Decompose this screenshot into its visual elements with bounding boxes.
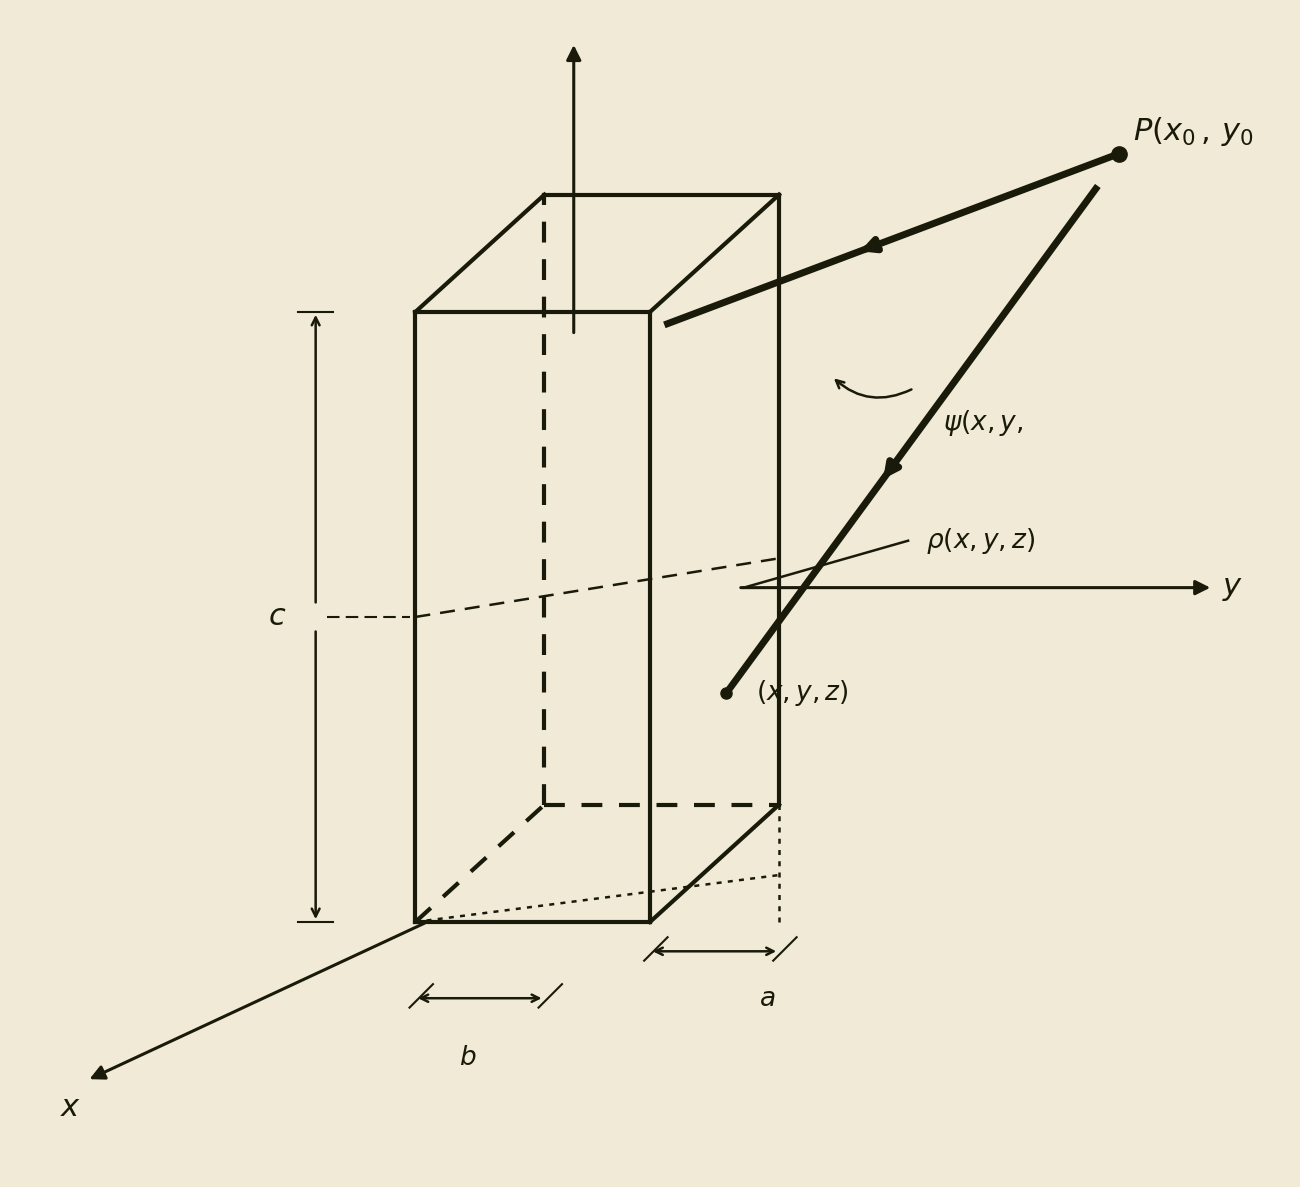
Text: $b$: $b$ bbox=[459, 1045, 477, 1071]
Text: $(x, y, z)$: $(x, y, z)$ bbox=[755, 678, 848, 709]
Text: $\rho(x, y, z)$: $\rho(x, y, z)$ bbox=[926, 526, 1035, 556]
Text: $\psi(x, y,$: $\psi(x, y,$ bbox=[944, 408, 1023, 438]
Text: $c$: $c$ bbox=[268, 602, 286, 633]
Text: $x$: $x$ bbox=[60, 1092, 81, 1123]
Text: $y$: $y$ bbox=[1222, 572, 1244, 603]
Text: $a$: $a$ bbox=[759, 986, 776, 1011]
Text: $P(x_0\,, \,y_0$: $P(x_0\,, \,y_0$ bbox=[1134, 115, 1253, 147]
